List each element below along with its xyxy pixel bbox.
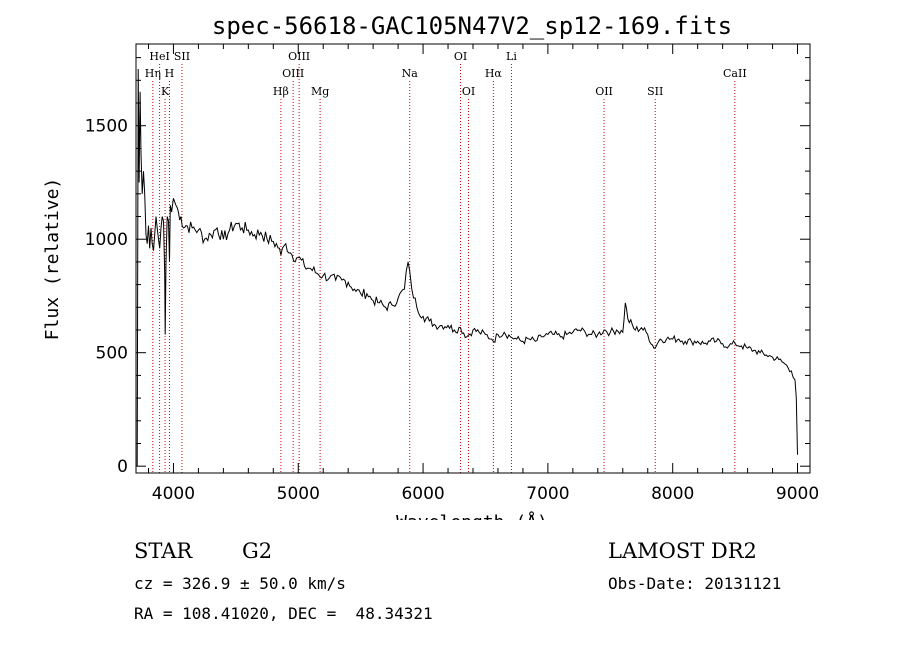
x-tick-label: 8000 <box>651 484 694 504</box>
spectral-line-label: CaII <box>723 67 747 80</box>
plot-frame <box>135 43 811 474</box>
spectral-line-label: OII <box>595 85 613 98</box>
chart-title: spec-56618-GAC105N47V2_sp12-169.fits <box>212 12 732 40</box>
x-tick-label: 9000 <box>776 484 819 504</box>
spectral-line-label: OI <box>454 50 467 63</box>
y-tick-label: 500 <box>96 344 128 364</box>
spectral-line-label: Hη <box>145 67 161 80</box>
spectral-line-label: Li <box>506 50 517 63</box>
redshift-velocity: cz = 326.9 ± 50.0 km/s <box>134 574 346 593</box>
line-markers <box>152 64 736 473</box>
x-tick-label: 6000 <box>401 484 444 504</box>
object-subclass: G2 <box>242 539 273 563</box>
spectral-line-label: Mg <box>311 85 329 98</box>
spectral-line-label: H <box>165 67 175 80</box>
x-axis-title: Wavelength (Å) <box>396 511 548 520</box>
spectral-line-label: Hβ <box>273 85 289 98</box>
spectral-line-label: Na <box>402 67 419 80</box>
y-axis: 0 500 1000 1500 <box>85 57 810 477</box>
observation-date: Obs-Date: 20131121 <box>608 574 782 593</box>
x-tick-label: 4000 <box>152 484 195 504</box>
spectral-line-label: SII <box>647 85 663 98</box>
spectrum-line <box>136 68 798 467</box>
y-tick-label: 1000 <box>85 230 128 250</box>
x-tick-label: 7000 <box>526 484 569 504</box>
spectral-line-label: HeI <box>149 50 169 63</box>
coordinates: RA = 108.41020, DEC = 48.34321 <box>134 604 433 623</box>
spectral-line-label: Hα <box>485 67 503 80</box>
object-class: STAR <box>134 539 193 563</box>
x-tick-label: 5000 <box>277 484 320 504</box>
spectral-line-label: OIII <box>288 50 310 63</box>
y-tick-label: 0 <box>117 457 128 477</box>
survey-name: LAMOST DR2 <box>608 539 757 563</box>
x-axis: 4000 5000 6000 7000 8000 9000 <box>147 44 819 504</box>
y-axis-title: Flux (relative) <box>42 178 63 341</box>
y-tick-label: 1500 <box>85 117 128 137</box>
spectral-line-label: OI <box>462 85 475 98</box>
spectral-line-label: K <box>161 85 170 98</box>
spectral-line-label: OIII <box>282 67 304 80</box>
spectral-line-label: SII <box>174 50 190 63</box>
